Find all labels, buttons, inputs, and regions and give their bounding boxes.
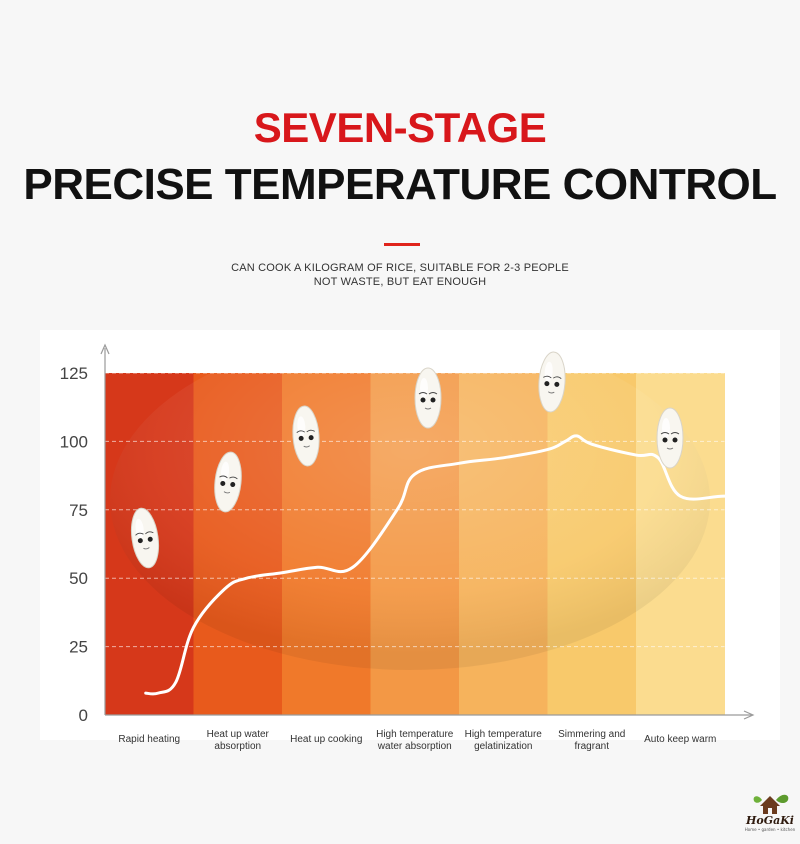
logo-tagline: Home • garden • kitchen [745, 827, 796, 832]
mascot-mouth [303, 445, 310, 448]
title-line-2: PRECISE TEMPERATURE CONTROL [23, 160, 777, 209]
mascot-mouth [223, 491, 231, 494]
rice-grain-body [538, 351, 566, 413]
y-tick-labels: 0 25 50 75 100 125 [60, 364, 88, 725]
rice-mascot-icon [414, 367, 442, 429]
mascot-eye [672, 437, 678, 443]
mascot-eye [662, 437, 668, 443]
y-tick-label: 25 [69, 638, 88, 657]
x-category-labels: Rapid heating Heat up water absorption Heat… [118, 729, 716, 752]
gridlines [105, 372, 725, 648]
mascot-brows [296, 429, 315, 433]
y-tick-label: 100 [60, 432, 88, 451]
title-line-1: SEVEN-STAGE [253, 104, 547, 151]
rice-mascot-icon [130, 507, 160, 569]
rice-mascot-icon [538, 351, 566, 413]
x-category-label: High temperature water absorption [376, 729, 454, 752]
y-tick-label: 125 [60, 364, 88, 383]
subtitle-line-1: CAN COOK A KILOGRAM OF RICE, SUITABLE FO… [231, 262, 569, 274]
x-category-label: High temperature gelatinization [465, 729, 543, 752]
x-category-label: Simmering and fragrant [558, 729, 625, 752]
mascot-eye [308, 435, 314, 441]
temperature-curve [144, 434, 769, 696]
hogaki-logo: HoGaKi Home • garden • kitchen [745, 794, 796, 832]
mascot-brows [543, 375, 562, 379]
rice-mascots [130, 351, 684, 569]
rice-mascot-icon [214, 451, 242, 513]
temperature-chart: 0 25 50 75 100 125 Rapid heating Heat up water… [40, 330, 780, 752]
mascot-mouth [424, 407, 432, 410]
x-category-label: Rapid heating [118, 734, 180, 745]
rice-mascot-icon [292, 405, 320, 467]
rice-grain-highlight [220, 461, 230, 482]
mascot-brows [418, 392, 438, 395]
y-tick-label: 0 [79, 706, 88, 725]
mascot-eye [147, 536, 153, 542]
mascot-eye [137, 538, 143, 544]
logo-text: HoGaKi [745, 814, 794, 827]
y-axis-arrow [100, 343, 110, 355]
axes [100, 343, 755, 720]
mascot-eye [430, 397, 436, 403]
mascot-eye [420, 397, 426, 403]
mascot-eye [230, 482, 236, 488]
mascot-eye [220, 480, 226, 486]
mascot-brows [660, 432, 680, 435]
mascot-mouth [548, 391, 555, 394]
mascot-mouth [143, 547, 150, 550]
rice-grain-highlight [662, 418, 670, 438]
mascot-eye [554, 381, 560, 387]
rice-grain-highlight [420, 378, 428, 398]
mascot-brows [219, 475, 238, 480]
rice-mascot-icon [656, 407, 684, 469]
rice-grain-highlight [544, 361, 553, 382]
x-category-label: Heat up cooking [290, 734, 362, 745]
mascot-mouth [666, 447, 674, 450]
pot-overlay [110, 330, 710, 670]
rice-grain-body [656, 407, 684, 469]
rice-grain-body [214, 451, 242, 513]
x-category-label: Heat up water absorption [207, 729, 270, 752]
x-axis-arrow [743, 710, 755, 720]
mascot-eye [298, 435, 304, 441]
title-divider [384, 243, 420, 246]
x-category-label: Auto keep warm [644, 734, 716, 745]
y-tick-label: 75 [69, 501, 88, 520]
y-tick-label: 50 [69, 569, 88, 588]
rice-grain-body [414, 367, 442, 429]
mascot-brows [135, 531, 154, 536]
subtitle-line-2: NOT WASTE, BUT EAT ENOUGH [313, 276, 487, 288]
mascot-eye [544, 381, 550, 387]
